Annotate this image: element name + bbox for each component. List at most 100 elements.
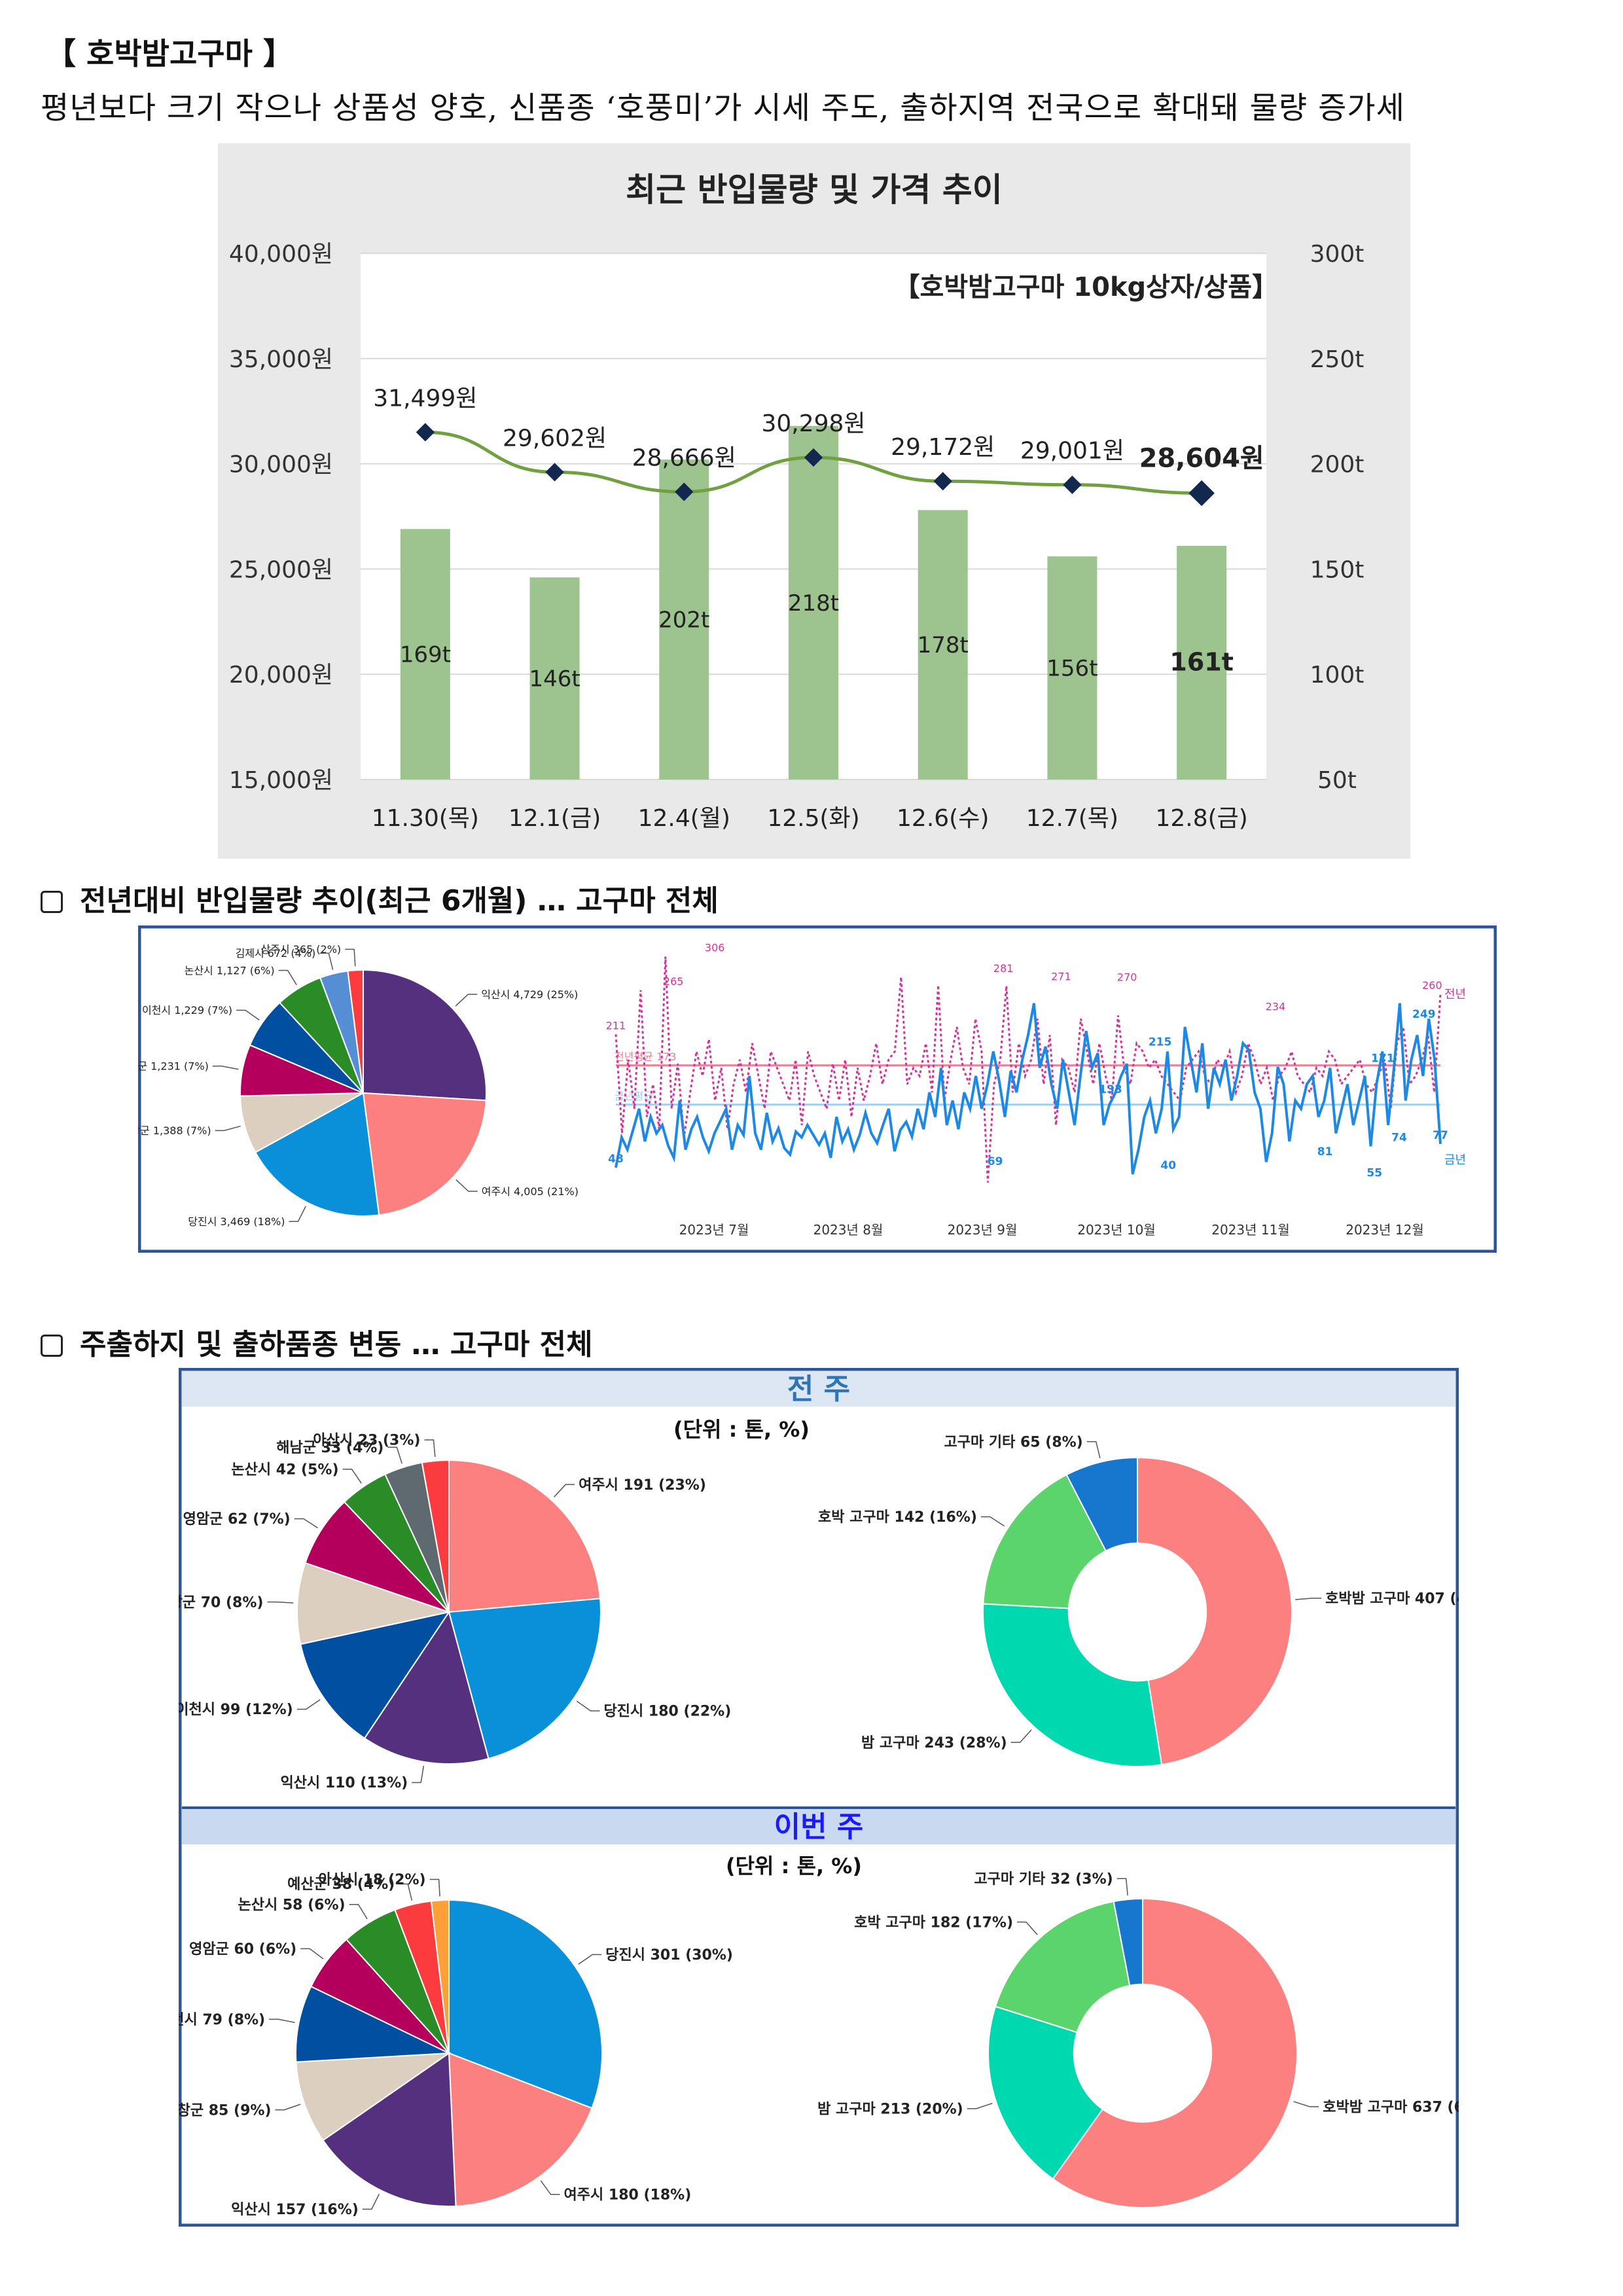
last-year-point-label: 260 [1422, 979, 1442, 992]
section-title-volume: 전년대비 반입물량 추이(최근 6개월) … 고구마 전체 [41, 877, 719, 919]
pie-leader-line [1010, 1729, 1032, 1743]
section-title-text: 전년대비 반입물량 추이(최근 6개월) … 고구마 전체 [80, 884, 719, 918]
price-label: 31,499원 [373, 385, 477, 412]
pie-slice [448, 1899, 603, 2109]
pie-leader-line [342, 1468, 362, 1484]
pie-slice [254, 1092, 380, 1217]
last-year-point-label: 270 [1117, 971, 1137, 984]
pie-label: 논산시 58 (6%) [238, 1897, 345, 1914]
y-left-tick-label: 25,000원 [229, 556, 333, 583]
price-marker [933, 472, 952, 491]
bar-value-label: 161t [1169, 648, 1234, 677]
pie-leader-line [578, 1954, 602, 1965]
x-tick-label: 12.4(월) [638, 805, 730, 832]
price-marker [804, 448, 823, 467]
last-year-point-label: 281 [993, 962, 1014, 975]
pie-leader-line [1017, 1921, 1038, 1935]
pie-label: 고창군 1,388 (7%) [138, 1124, 211, 1137]
bar [918, 510, 968, 780]
y-right-tick-label: 250t [1310, 346, 1364, 373]
pie-leader-line [345, 948, 356, 967]
panel-header-curr [182, 1809, 1455, 1844]
price-label: 30,298원 [761, 410, 865, 437]
pie-leader-line [236, 1009, 260, 1021]
this-year-point-label: 215 [1149, 1035, 1172, 1049]
page-subtitle: 평년보다 크기 작으나 상품성 양호, 신품종 ‘호풍미’가 시세 주도, 출하… [41, 90, 1405, 126]
pie-leader-line [362, 2193, 380, 2210]
this-year-point-label: 48 [608, 1153, 624, 1166]
pie-label: 고창군 70 (8%) [179, 1594, 263, 1611]
x-tick-label: 2023년 12월 [1346, 1222, 1424, 1238]
pie-leader-line [554, 1484, 575, 1498]
pie-leader-line [455, 994, 478, 1007]
pie-slice [300, 1611, 451, 1740]
pie-label: 아산시 18 (2%) [318, 1872, 425, 1888]
last-year-point-label: 234 [1266, 1001, 1286, 1013]
panel-label-prev: 전 주 [787, 1372, 850, 1406]
pie-slice [448, 2052, 593, 2207]
page-title: 【 호박밤고구마 】 [46, 36, 293, 71]
pie-label: 당진시 3,469 (18%) [188, 1215, 285, 1228]
price-volume-chart: 최근 반입물량 및 가격 추이 169t 146t 202t 218t 178t 156t… [218, 143, 1410, 859]
legend-last-year: 전년 [1444, 988, 1466, 1001]
pie-label: 여주시 180 (18%) [564, 2187, 692, 2204]
x-tick-label: 12.6(수) [897, 805, 989, 832]
pie-leader-line [1086, 1441, 1101, 1459]
bar [529, 577, 580, 780]
pie-slice [1137, 1456, 1293, 1766]
pie-leader-line [412, 1765, 425, 1784]
bar-value-label: 156t [1046, 656, 1097, 682]
pie-label: 아산시 23 (3%) [313, 1433, 420, 1449]
unit-label-curr: (단위 : 톤, %) [726, 1854, 862, 1878]
pie-label: 영암군 62 (7%) [183, 1511, 291, 1528]
donut-hole [1073, 1983, 1213, 2123]
pie-label: 논산시 1,127 (6%) [185, 964, 275, 977]
y-left-tick-label: 40,000원 [229, 241, 333, 268]
pie-label: 논산시 42 (5%) [231, 1462, 338, 1478]
pie-label: 이천시 99 (12%) [179, 1702, 293, 1718]
pie-leader-line [267, 1601, 294, 1604]
x-tick-label: 2023년 8월 [813, 1222, 883, 1238]
pie-leader-line [429, 1878, 440, 1897]
bar [789, 425, 838, 780]
bar-value-label: 202t [658, 607, 709, 634]
pie-leader-line [289, 1206, 306, 1222]
last-year-point-label: 211 [606, 1019, 626, 1031]
this-year-point-label: 133 [1099, 1083, 1122, 1096]
y-left-tick-label: 15,000원 [229, 767, 333, 794]
pie-slice [430, 1899, 450, 2054]
chart-title: 최근 반입물량 및 가격 추이 [626, 171, 1003, 209]
this-year-point-label: 55 [1366, 1166, 1382, 1179]
x-tick-label: 12.1(금) [508, 805, 601, 832]
y-right-tick-label: 100t [1310, 662, 1364, 689]
section-title-text: 주출하지 및 출하품종 변동 … 고구마 전체 [80, 1328, 593, 1361]
pie-leader-line [300, 1948, 324, 1960]
price-label: 29,602원 [503, 425, 607, 452]
pie-slice [448, 1459, 601, 1613]
pie-leader-line [455, 1179, 478, 1192]
pie-leader-line [278, 969, 297, 986]
x-tick-label: 2023년 11월 [1211, 1222, 1290, 1238]
bar-value-label: 169t [400, 642, 451, 668]
price-label: 28,666원 [632, 445, 736, 472]
price-label: 29,172원 [891, 434, 995, 461]
pie-label: 상주시 365 (2%) [260, 943, 341, 956]
bar [659, 459, 709, 780]
pie-slice [421, 1459, 450, 1613]
pie-label: 밤 고구마 243 (28%) [861, 1735, 1007, 1751]
pie-label: 당진시 180 (22%) [604, 1704, 732, 1720]
y-right-tick-label: 300t [1310, 241, 1364, 268]
pie-leader-line [215, 1125, 241, 1132]
pie-label: 호박 고구마 142 (16%) [818, 1509, 977, 1526]
pie-label: 영암군 60 (6%) [189, 1941, 296, 1958]
pie-label: 영암군 1,231 (7%) [138, 1060, 209, 1072]
pie-leader-line [576, 1700, 600, 1712]
pie-label: 김제시 672 (4%) [236, 947, 316, 960]
pie-slice [448, 1598, 601, 1760]
checkbox-icon [41, 891, 63, 913]
this-year-point-label: 40 [1160, 1159, 1176, 1172]
pie-label: 익산시 4,729 (25%) [481, 988, 578, 1001]
price-marker [416, 423, 435, 442]
pie-slice [322, 2052, 457, 2207]
y-right-tick-label: 50t [1317, 767, 1357, 794]
